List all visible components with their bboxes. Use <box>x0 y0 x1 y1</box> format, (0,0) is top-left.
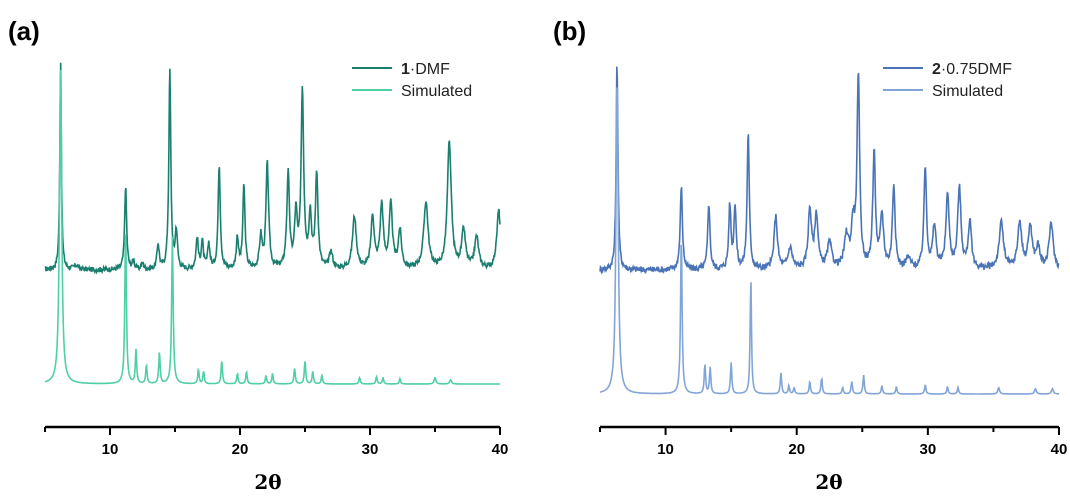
legend-item: Simulated <box>883 83 1003 100</box>
panel-b-legend: 2·0.75DMF Simulated <box>883 61 1012 100</box>
panel-a: (a) 10 20 30 40 2θ 1·DMF Simulated <box>8 16 508 494</box>
legend-label-2-dmf-rest: ·0.75DMF <box>941 61 1012 78</box>
panel-a-x-axis-title: 2θ <box>254 470 281 494</box>
panel-b: (b) 10 20 30 40 2θ 2·0.75DMF Simulated <box>553 16 1067 494</box>
panel-b-x-ticks: 10 20 30 40 <box>599 427 1068 458</box>
legend-label-simulated-a: Simulated <box>401 83 472 100</box>
legend-label-2-dmf: 2·0.75DMF <box>932 61 1012 78</box>
legend-item: 2·0.75DMF <box>883 61 1012 78</box>
legend-label-2-dmf-bold: 2 <box>932 61 941 78</box>
panel-b-letter: (b) <box>553 16 586 46</box>
panel-b-plot-area <box>599 66 1060 395</box>
panel-a-plot-area <box>44 62 501 385</box>
x-tick-label: 30 <box>920 441 937 458</box>
panel-a-letter: (a) <box>8 16 40 46</box>
legend-item: 1·DMF <box>352 61 450 78</box>
x-tick-label: 10 <box>657 441 674 458</box>
legend-label-1-dmf-rest: ·DMF <box>410 61 450 78</box>
legend-label-1-dmf: 1·DMF <box>401 61 450 78</box>
x-tick-label: 40 <box>492 441 509 458</box>
series-line-experimental <box>599 66 1060 275</box>
legend-label-simulated-b: Simulated <box>932 83 1003 100</box>
x-tick-label: 10 <box>102 441 119 458</box>
x-tick-label: 20 <box>232 441 249 458</box>
series-line-experimental <box>44 62 501 275</box>
panel-a-x-ticks: 10 20 30 40 <box>44 427 509 458</box>
panel-a-legend: 1·DMF Simulated <box>352 61 472 100</box>
x-tick-label: 30 <box>362 441 379 458</box>
panel-b-x-axis-title: 2θ <box>815 470 842 494</box>
x-tick-label: 20 <box>788 441 805 458</box>
x-tick-label: 40 <box>1051 441 1068 458</box>
legend-label-1-dmf-bold: 1 <box>401 61 410 78</box>
legend-item: Simulated <box>352 83 472 100</box>
series-line-simulated <box>44 69 500 385</box>
series-line-simulated <box>599 87 1059 395</box>
